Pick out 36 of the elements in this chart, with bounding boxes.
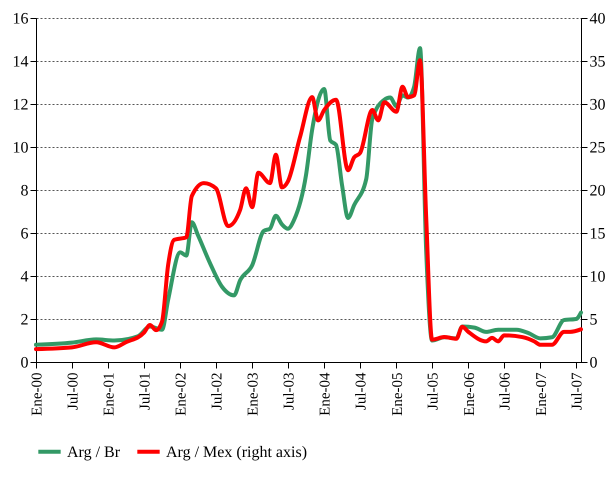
x-tick-label: Jul-01 bbox=[137, 372, 154, 410]
y-tick-label: 16 bbox=[12, 10, 28, 28]
y2-tick-label: 0 bbox=[590, 354, 598, 372]
y-tick-label: 12 bbox=[12, 96, 28, 114]
x-tick-label: Ene-04 bbox=[318, 372, 334, 416]
y2-tick-label: 15 bbox=[590, 226, 606, 242]
x-tick-label: Ene-07 bbox=[534, 372, 550, 416]
legend-label: Arg / Br bbox=[67, 444, 121, 461]
x-tick-label: Ene-01 bbox=[102, 372, 118, 416]
y2-tick-label: 20 bbox=[590, 182, 606, 200]
y-tick-label: 8 bbox=[20, 182, 28, 200]
y-tick-label: 10 bbox=[12, 140, 28, 156]
y2-tick-label: 35 bbox=[590, 54, 606, 70]
x-tick-label: Ene-05 bbox=[390, 372, 406, 416]
x-tick-label: Jul-07 bbox=[570, 372, 586, 410]
x-tick-label: Ene-03 bbox=[246, 372, 262, 416]
x-tick-label: Jul-02 bbox=[209, 372, 226, 410]
x-tick-label: Jul-04 bbox=[354, 372, 370, 410]
x-tick-label: Jul-00 bbox=[65, 372, 82, 410]
y2-tick-label: 40 bbox=[590, 10, 606, 28]
y2-tick-label: 5 bbox=[590, 312, 598, 328]
y-tick-label: 14 bbox=[12, 54, 28, 70]
y-tick-label: 4 bbox=[20, 268, 28, 286]
y-tick-label: 2 bbox=[20, 312, 28, 328]
x-tick-label: Ene-00 bbox=[30, 372, 46, 416]
x-tick-label: Jul-03 bbox=[281, 372, 298, 410]
x-tick-label: Jul-05 bbox=[426, 372, 442, 410]
legend-label: Arg / Mex (right axis) bbox=[166, 444, 308, 461]
y2-tick-label: 10 bbox=[590, 268, 606, 286]
y-tick-label: 0 bbox=[20, 354, 28, 372]
x-tick-label: Jul-06 bbox=[498, 372, 514, 410]
y2-tick-label: 25 bbox=[590, 140, 606, 156]
y-tick-label: 6 bbox=[20, 226, 28, 242]
y2-tick-label: 30 bbox=[590, 96, 606, 114]
x-tick-label: Ene-02 bbox=[174, 372, 190, 416]
x-tick-label: Ene-06 bbox=[462, 372, 478, 416]
